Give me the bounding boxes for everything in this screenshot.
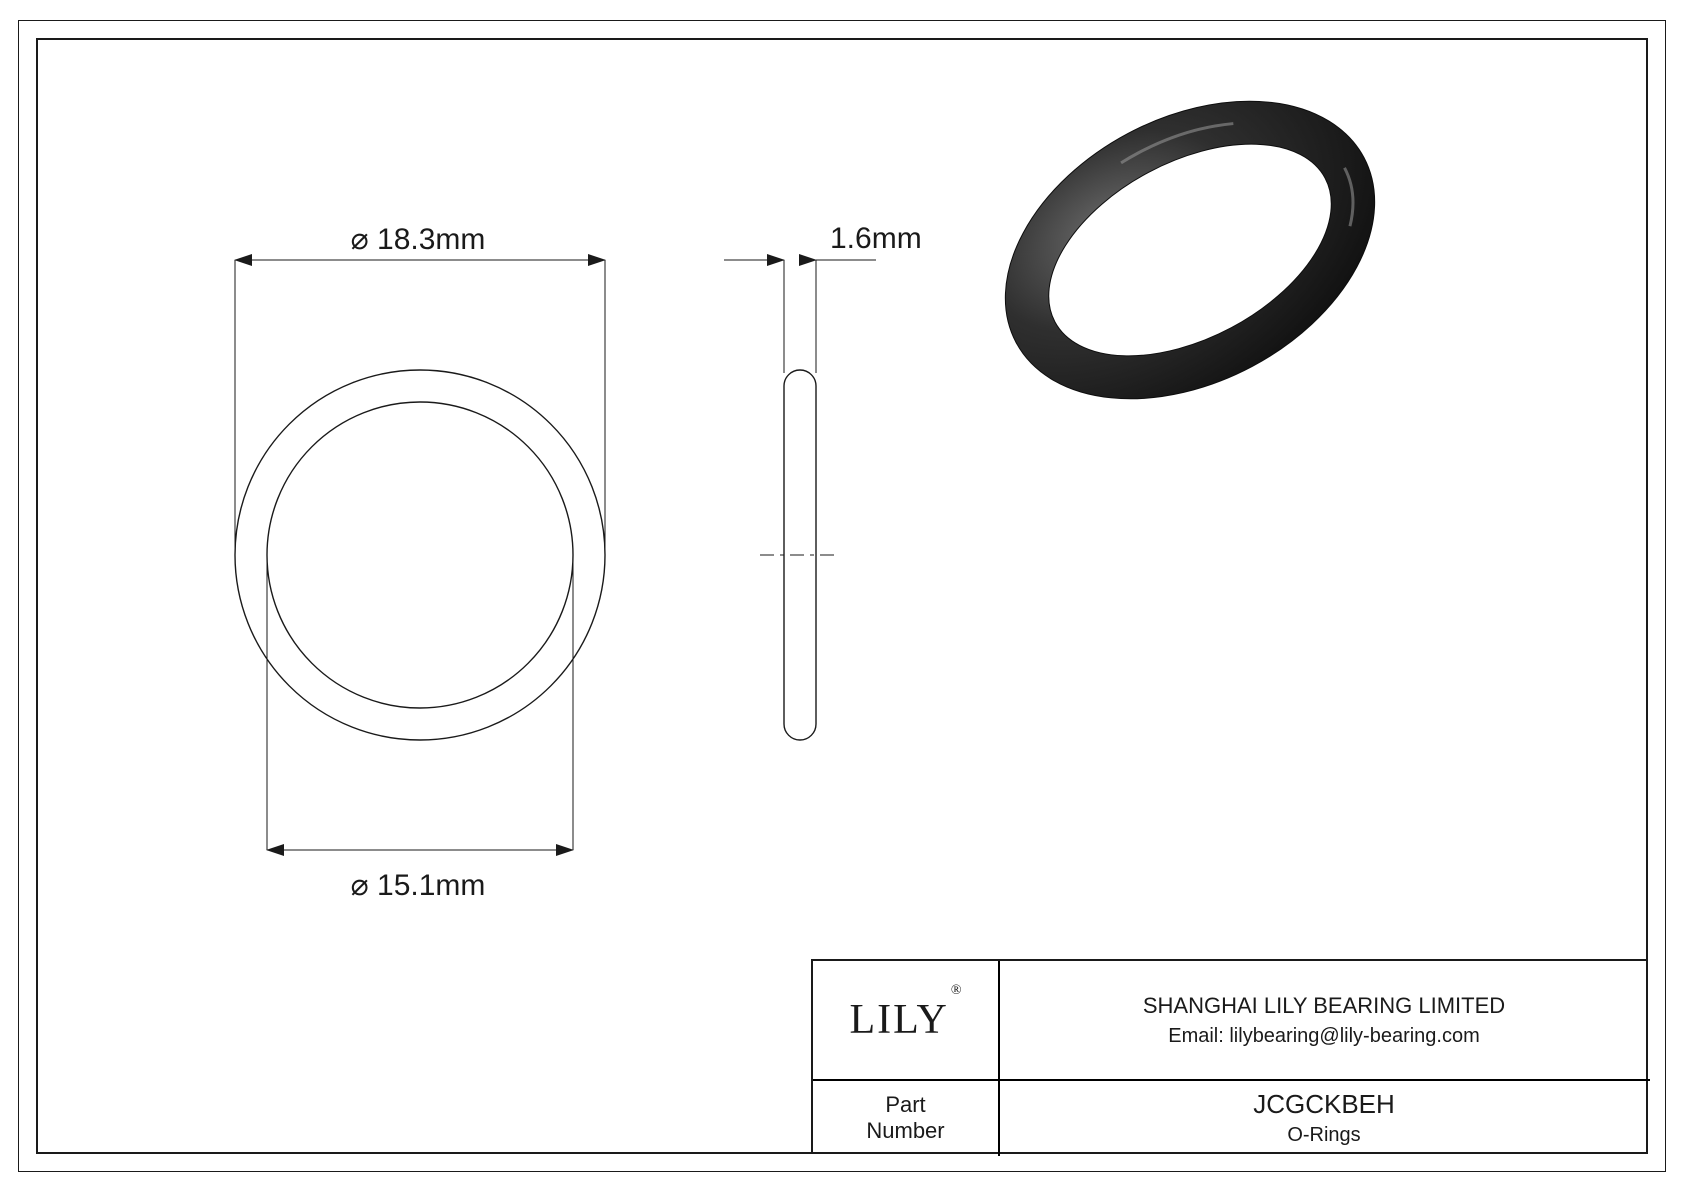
- part-number-value: JCGCKBEH: [1253, 1089, 1395, 1120]
- side-view: [760, 370, 840, 740]
- front-view: [235, 370, 605, 740]
- part-label-line2: Number: [866, 1118, 944, 1144]
- part-description: O-Rings: [1287, 1124, 1360, 1147]
- registered-icon: ®: [951, 983, 964, 998]
- part-number-value-cell: JCGCKBEH O-Rings: [998, 1079, 1650, 1156]
- logo-cell: LILY®: [813, 961, 998, 1079]
- title-block: LILY® SHANGHAI LILY BEARING LIMITED Emai…: [811, 959, 1648, 1154]
- outer-diameter-label: ⌀ 18.3mm: [351, 222, 486, 257]
- company-name: SHANGHAI LILY BEARING LIMITED: [1143, 993, 1505, 1019]
- part-number-label-cell: Part Number: [813, 1079, 998, 1156]
- logo-text: LILY®: [849, 996, 961, 1044]
- drawing-sheet: ⌀ 18.3mm ⌀ 15.1mm 1.6mm LILY® SHANGHAI L…: [0, 0, 1684, 1191]
- company-cell: SHANGHAI LILY BEARING LIMITED Email: lil…: [998, 961, 1650, 1079]
- inner-diameter-label: ⌀ 15.1mm: [351, 868, 486, 903]
- company-email: Email: lilybearing@lily-bearing.com: [1168, 1025, 1480, 1048]
- isometric-ring: [954, 41, 1426, 459]
- part-label-line1: Part: [885, 1092, 925, 1118]
- dimensions: [235, 260, 876, 850]
- logo-name: LILY: [849, 997, 948, 1043]
- thickness-label: 1.6mm: [830, 222, 922, 256]
